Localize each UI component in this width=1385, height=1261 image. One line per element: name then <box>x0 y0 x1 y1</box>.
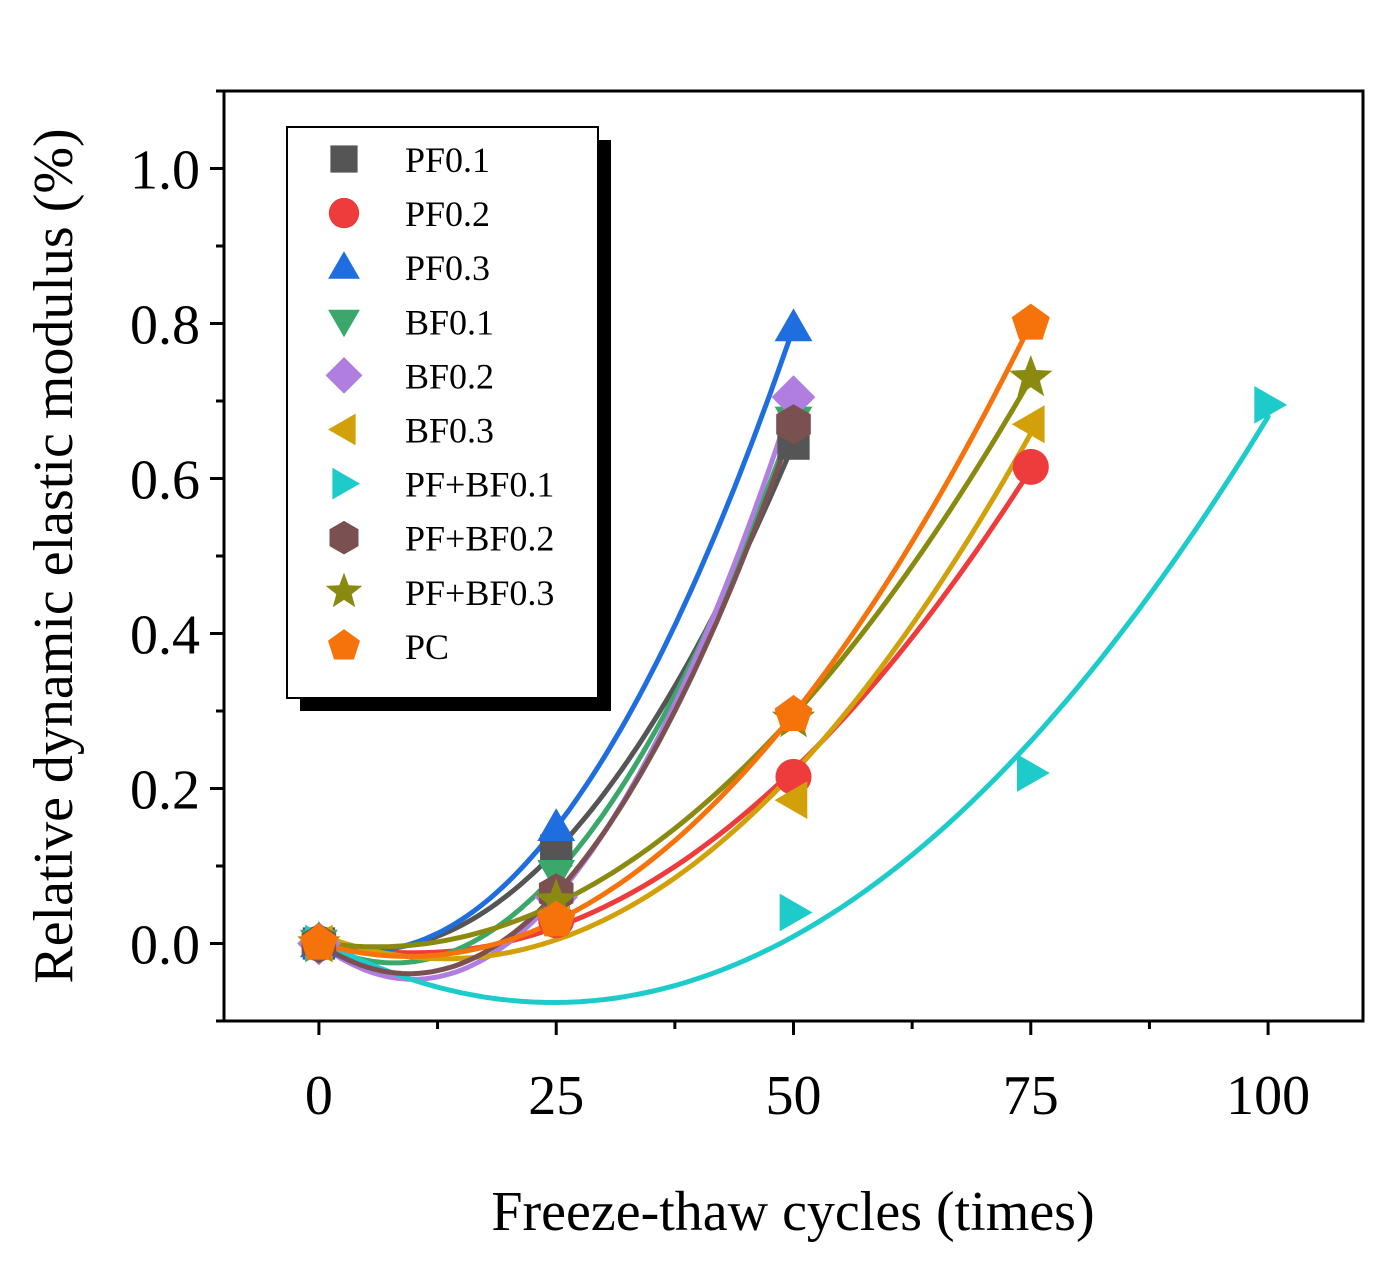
data-point-pc <box>1011 303 1050 340</box>
data-point-pc <box>299 923 338 960</box>
data-markers <box>297 303 1288 966</box>
legend-label-pf-bf0-2: PF+BF0.2 <box>405 519 554 559</box>
data-point-pc <box>774 694 813 731</box>
legend-marker-pf-bf0-3 <box>325 572 363 608</box>
data-point-bf0-3 <box>774 781 808 819</box>
data-point-pf0-2 <box>1012 448 1049 485</box>
data-point-pf-bf0-1 <box>1254 386 1288 424</box>
fit-curve-pf0-2 <box>316 466 1034 956</box>
legend-marker-pf-bf0-1 <box>332 467 360 500</box>
legend-label-bf0-2: BF0.2 <box>405 356 494 396</box>
data-point-pf-bf0-1 <box>779 893 813 932</box>
x-tick-label: 25 <box>528 1065 584 1127</box>
y-axis-title: Relative dynamic elastic modulus (%) <box>23 128 85 983</box>
legend-label-pf0-2: PF0.2 <box>405 194 490 234</box>
legend-label-pf0-1: PF0.1 <box>405 140 490 180</box>
x-tick-label: 75 <box>1003 1065 1059 1127</box>
fit-curve-pf-bf0-1 <box>316 414 1271 1006</box>
legend-marker-pf0-1 <box>330 145 358 173</box>
legend: PF0.1 PF0.2 PF0.3 BF0.1 BF0.2 BF0.3 PF+BF0.1 PF… <box>286 126 611 711</box>
x-tick-label: 0 <box>305 1065 333 1127</box>
legend-label-bf0-3: BF0.3 <box>405 411 494 451</box>
data-point-pc <box>537 900 576 937</box>
legend-marker-pf0-2 <box>328 197 360 229</box>
legend-marker-bf0-1 <box>328 309 360 338</box>
y-tick-label: 0.4 <box>130 605 200 667</box>
fit-curve-pf-bf0-3 <box>316 376 1034 950</box>
x-axis-title: Freeze-thaw cycles (times) <box>491 1181 1094 1243</box>
x-tick-label: 50 <box>766 1065 822 1127</box>
axes-layer: 0 25 50 75 100 0.0 0.2 0.4 0.6 0.8 1.0 <box>130 89 1365 1127</box>
data-point-pf-bf0-1 <box>1017 754 1050 792</box>
legend-marker-bf0-2 <box>325 357 363 394</box>
legend-marker-pf0-3 <box>328 251 360 279</box>
x-tick-label: 100 <box>1226 1065 1310 1127</box>
data-point-pf-bf0-2 <box>776 404 811 445</box>
y-tick-label: 0.8 <box>130 295 200 357</box>
y-tick-label: 1.0 <box>130 140 200 202</box>
data-point-pf0-3 <box>537 808 576 841</box>
legend-marker-bf0-3 <box>328 413 356 446</box>
legend-marker-pc <box>328 629 360 660</box>
legend-label-bf0-1: BF0.1 <box>405 302 494 342</box>
data-point-bf0-3 <box>1011 405 1045 444</box>
legend-label-pf-bf0-3: PF+BF0.3 <box>405 573 554 613</box>
legend-label-pf-bf0-1: PF+BF0.1 <box>405 465 554 505</box>
data-point-pf-bf0-3 <box>1009 355 1053 397</box>
fit-curve-pc <box>316 321 1034 959</box>
legend-label-pc: PC <box>405 627 449 667</box>
y-tick-label: 0.0 <box>130 915 200 977</box>
data-point-bf0-2 <box>771 375 816 419</box>
fit-curve-bf0-3 <box>316 430 1034 962</box>
y-tick-label: 0.2 <box>130 760 200 822</box>
data-point-pf-bf0-3 <box>534 878 578 920</box>
data-point-pf0-3 <box>774 308 813 342</box>
legend-marker-pf-bf0-2 <box>329 520 359 555</box>
y-tick-label: 0.6 <box>130 450 200 512</box>
legend-label-pf0-3: PF0.3 <box>405 248 490 288</box>
